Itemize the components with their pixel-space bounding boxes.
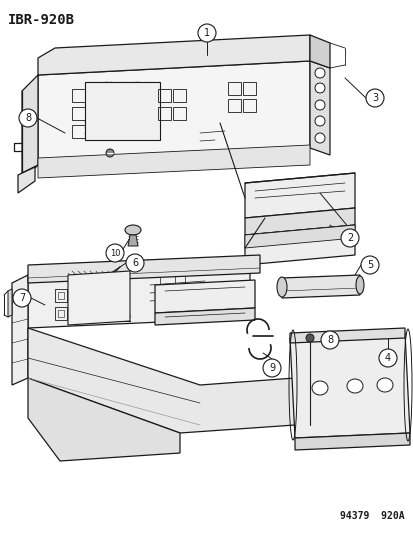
Bar — [173, 89, 185, 102]
Polygon shape — [154, 308, 254, 325]
Polygon shape — [28, 265, 249, 328]
Polygon shape — [294, 433, 409, 450]
Text: 2: 2 — [346, 233, 352, 243]
Polygon shape — [244, 208, 354, 235]
Polygon shape — [18, 167, 35, 193]
Bar — [55, 289, 67, 302]
Bar — [173, 107, 185, 120]
Polygon shape — [22, 75, 38, 181]
Bar — [58, 310, 64, 317]
Circle shape — [19, 109, 37, 127]
Bar — [55, 307, 67, 320]
Bar — [72, 125, 85, 138]
Polygon shape — [85, 82, 159, 140]
Polygon shape — [28, 328, 294, 433]
Text: 94379  920A: 94379 920A — [339, 511, 404, 521]
Bar — [228, 99, 240, 112]
Ellipse shape — [276, 277, 286, 297]
Text: 1: 1 — [204, 28, 209, 38]
Bar — [72, 107, 85, 120]
Circle shape — [262, 359, 280, 377]
Bar — [242, 82, 255, 95]
Bar — [242, 99, 255, 112]
Ellipse shape — [125, 225, 141, 235]
Polygon shape — [244, 173, 354, 218]
Text: 7: 7 — [19, 293, 25, 303]
Circle shape — [106, 244, 124, 262]
Circle shape — [305, 334, 313, 342]
Bar — [158, 89, 171, 102]
Polygon shape — [68, 271, 130, 325]
Polygon shape — [28, 378, 180, 461]
Polygon shape — [38, 145, 309, 178]
Text: 8: 8 — [326, 335, 332, 345]
Polygon shape — [154, 280, 254, 313]
Circle shape — [340, 229, 358, 247]
Text: 3: 3 — [371, 93, 377, 103]
Text: 8: 8 — [25, 113, 31, 123]
Polygon shape — [12, 275, 28, 385]
Text: 6: 6 — [132, 258, 138, 268]
Polygon shape — [309, 35, 329, 68]
Circle shape — [314, 116, 324, 126]
Polygon shape — [244, 225, 354, 265]
Polygon shape — [244, 225, 354, 248]
Ellipse shape — [311, 381, 327, 395]
Polygon shape — [128, 235, 138, 246]
Circle shape — [320, 331, 338, 349]
Circle shape — [314, 100, 324, 110]
Circle shape — [197, 24, 216, 42]
Text: 10: 10 — [109, 248, 120, 257]
Bar — [72, 89, 85, 102]
Polygon shape — [38, 61, 309, 165]
Bar — [228, 82, 240, 95]
Polygon shape — [38, 35, 309, 75]
Polygon shape — [289, 333, 409, 438]
Circle shape — [106, 149, 114, 157]
Ellipse shape — [355, 276, 363, 294]
Circle shape — [314, 133, 324, 143]
Text: 9: 9 — [268, 363, 274, 373]
Polygon shape — [8, 289, 12, 317]
Text: 4: 4 — [384, 353, 390, 363]
Circle shape — [314, 83, 324, 93]
Bar — [158, 107, 171, 120]
Polygon shape — [281, 275, 359, 298]
Circle shape — [126, 254, 144, 272]
Ellipse shape — [346, 379, 362, 393]
Text: 5: 5 — [366, 260, 372, 270]
Ellipse shape — [376, 378, 392, 392]
Circle shape — [378, 349, 396, 367]
Polygon shape — [289, 328, 404, 343]
Text: IBR-920B: IBR-920B — [8, 13, 75, 27]
Circle shape — [365, 89, 383, 107]
Polygon shape — [28, 255, 259, 283]
Circle shape — [360, 256, 378, 274]
Polygon shape — [309, 61, 329, 155]
Circle shape — [314, 68, 324, 78]
Bar — [58, 292, 64, 299]
Circle shape — [13, 289, 31, 307]
